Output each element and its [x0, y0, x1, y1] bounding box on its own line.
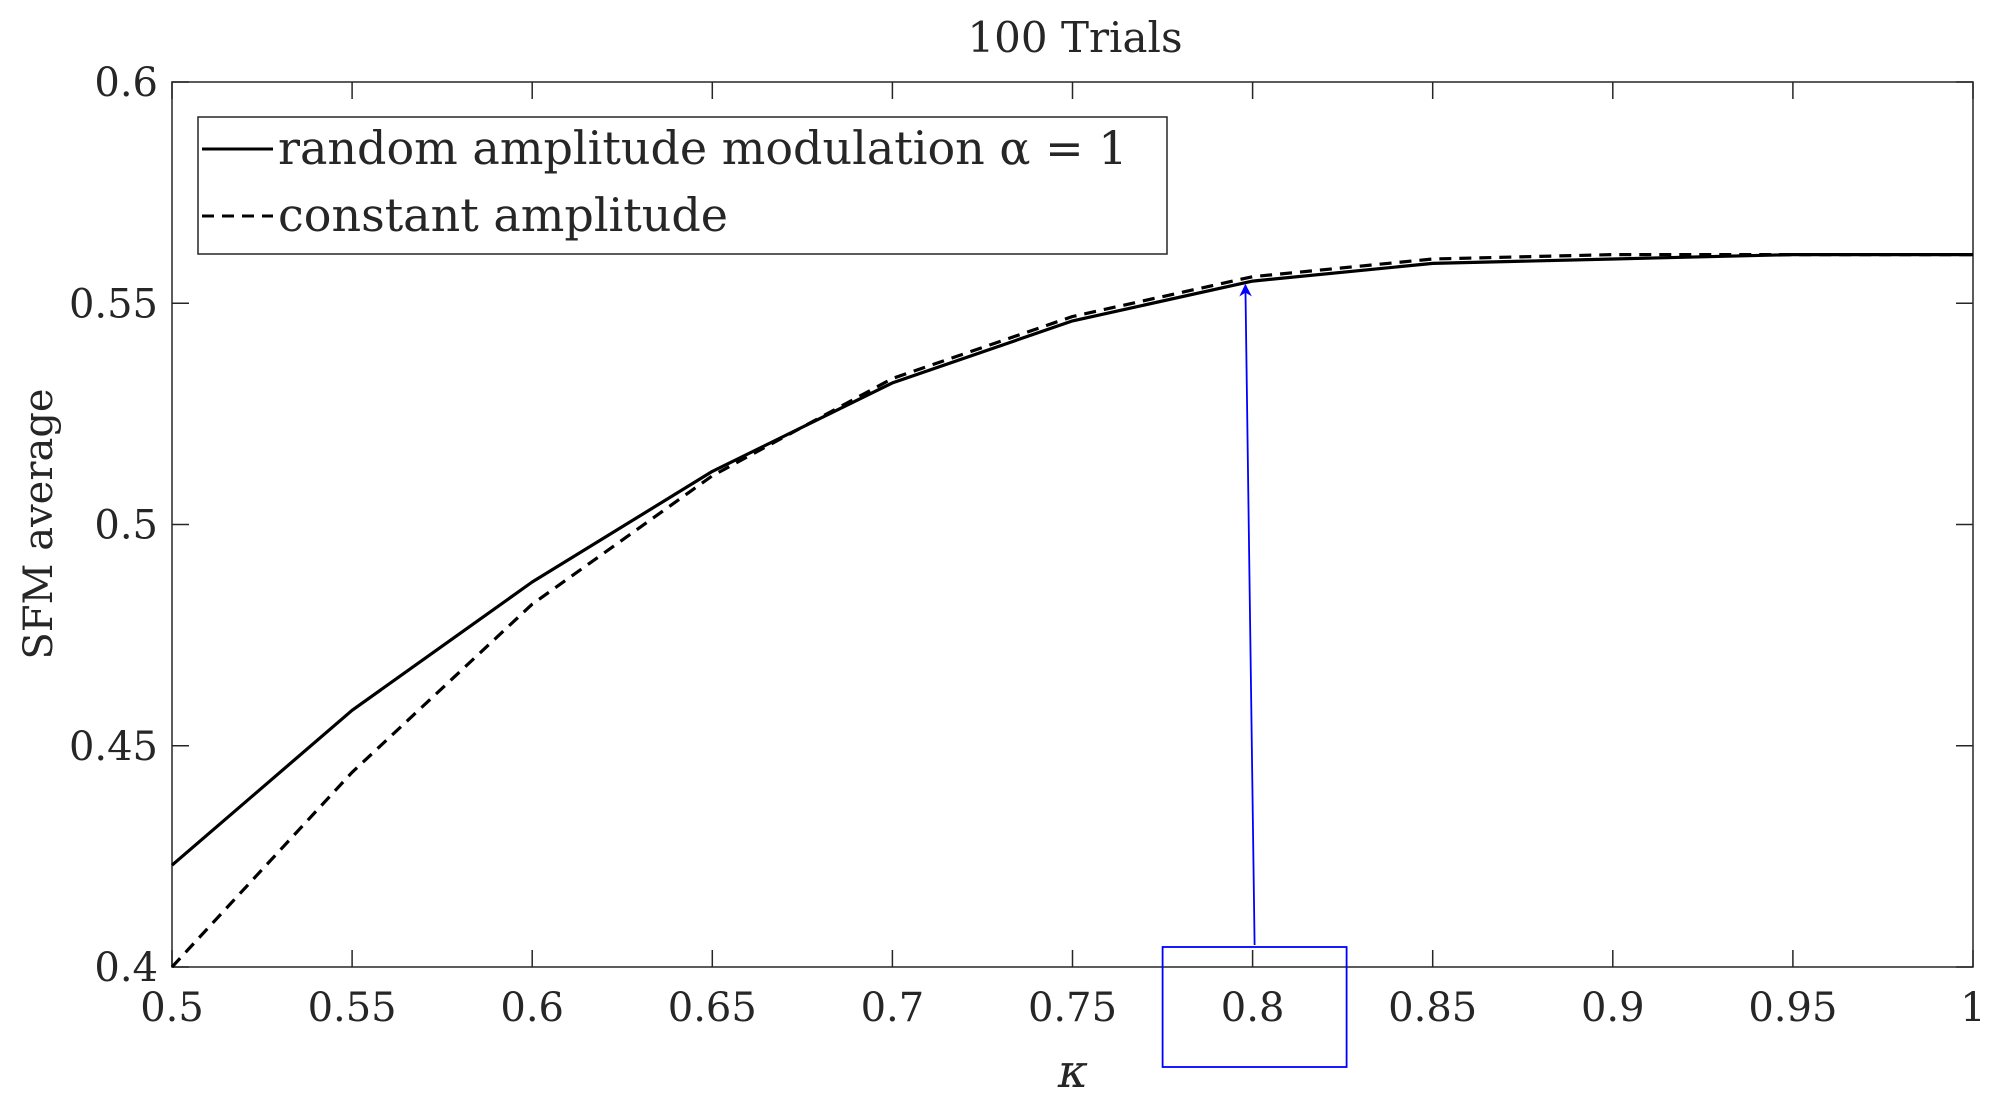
x-axis-label: κ: [1057, 1044, 1088, 1098]
y-axis-label: SFM average: [16, 388, 62, 659]
y-tick-label: 0.5: [94, 503, 158, 549]
annotation-rectangle: [1161, 946, 1348, 1068]
series-group: [170, 253, 1974, 969]
legend-label-random: random amplitude modulation α = 1: [278, 121, 1128, 175]
legend: random amplitude modulation α = 1 consta…: [197, 116, 1168, 255]
y-tick-label: 0.55: [69, 281, 158, 327]
x-tick-label: 0.75: [1028, 985, 1117, 1031]
x-tick-label: 0.5: [140, 985, 204, 1031]
x-tick-label: 1: [1960, 985, 1985, 1031]
y-tick-label: 0.6: [94, 60, 158, 106]
x-tick-label: 0.7: [861, 985, 925, 1031]
y-tick-label: 0.45: [69, 724, 158, 770]
ticks-group: 0.5 0.55 0.6 0.65 0.7 0.75 0.8 0.85 0.9 0.95 10.40…: [69, 60, 1986, 1031]
chart-title: 100 Trials: [967, 13, 1182, 62]
x-tick-label: 0.6: [500, 985, 564, 1031]
x-tick-label: 0.65: [668, 985, 757, 1031]
x-tick-label: 0.95: [1748, 985, 1837, 1031]
legend-box: [197, 116, 1168, 255]
x-tick-label: 0.85: [1388, 985, 1477, 1031]
legend-label-constant: constant amplitude: [278, 188, 728, 242]
annotations: [1161, 283, 1348, 1068]
y-tick-label: 0.4: [94, 945, 158, 991]
x-tick-label: 0.9: [1581, 985, 1645, 1031]
x-tick-label: 0.8: [1221, 985, 1285, 1031]
annotation-arrow: [1239, 283, 1256, 946]
x-tick-label: 0.55: [308, 985, 397, 1031]
